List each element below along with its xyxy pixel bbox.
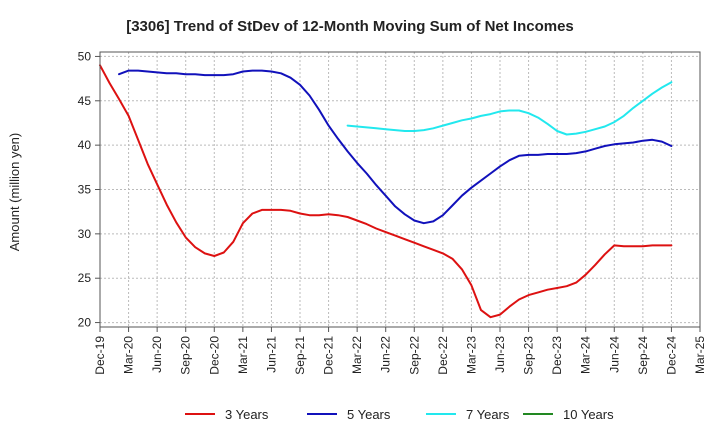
x-tick-label: Jun-24	[607, 336, 621, 373]
x-tick-label: Mar-20	[122, 336, 136, 374]
legend-label: 3 Years	[225, 407, 269, 422]
x-tick-label: Mar-24	[579, 336, 593, 374]
legend-label: 10 Years	[563, 407, 614, 422]
x-tick-label: Jun-20	[150, 336, 164, 373]
x-tick-label: Dec-19	[93, 336, 107, 375]
series-line-3-years	[99, 64, 673, 319]
gridlines	[99, 52, 701, 327]
x-tick-label: Jun-23	[493, 336, 507, 373]
x-tick-label: Mar-23	[464, 336, 478, 374]
x-tick-label: Dec-20	[207, 336, 221, 375]
x-tick-label: Sep-20	[179, 336, 193, 375]
x-tick-label: Dec-23	[550, 336, 564, 375]
legend-label: 5 Years	[347, 407, 391, 422]
x-tick-label: Sep-22	[407, 336, 421, 375]
y-tick-label: 40	[78, 138, 92, 152]
x-tick-label: Sep-21	[293, 336, 307, 375]
series-line-7-years	[346, 81, 673, 136]
x-tick-label: Dec-24	[664, 336, 678, 375]
legend-label: 7 Years	[466, 407, 510, 422]
y-tick-label: 50	[78, 49, 92, 63]
x-tick-label: Sep-24	[636, 336, 650, 375]
series-line-5-years	[118, 69, 673, 225]
y-axis-ticks: 20 25 30 35 40 45 50	[78, 49, 100, 330]
y-tick-label: 25	[78, 271, 92, 285]
chart-title: [3306] Trend of StDev of 12-Month Moving…	[126, 18, 574, 35]
x-axis-ticks: Dec-19 Mar-20 Jun-20 Sep-20 Dec-20 Mar-21 Jun-…	[93, 327, 707, 375]
x-tick-label: Mar-25	[693, 336, 707, 374]
x-tick-label: Dec-21	[322, 336, 336, 375]
x-tick-label: Jun-22	[379, 336, 393, 373]
y-tick-label: 30	[78, 227, 92, 241]
x-tick-label: Sep-23	[522, 336, 536, 375]
x-tick-label: Mar-22	[350, 336, 364, 374]
legend: 3 Years 5 Years 7 Years 10 Years	[185, 407, 614, 422]
x-tick-label: Jun-21	[264, 336, 278, 373]
y-axis-label: Amount (million yen)	[7, 133, 22, 252]
series-lines	[99, 64, 673, 319]
y-tick-label: 45	[78, 94, 92, 108]
y-tick-label: 35	[78, 183, 92, 197]
y-tick-label: 20	[78, 316, 92, 330]
x-tick-label: Dec-22	[436, 336, 450, 375]
x-tick-label: Mar-21	[236, 336, 250, 374]
